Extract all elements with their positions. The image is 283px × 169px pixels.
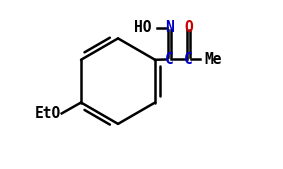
Text: N: N [165, 20, 174, 35]
Text: EtO: EtO [35, 106, 61, 121]
Text: C: C [184, 52, 193, 67]
Text: Me: Me [205, 52, 222, 67]
Text: HO: HO [134, 20, 151, 35]
Text: C: C [165, 52, 174, 67]
Text: O: O [184, 20, 193, 35]
